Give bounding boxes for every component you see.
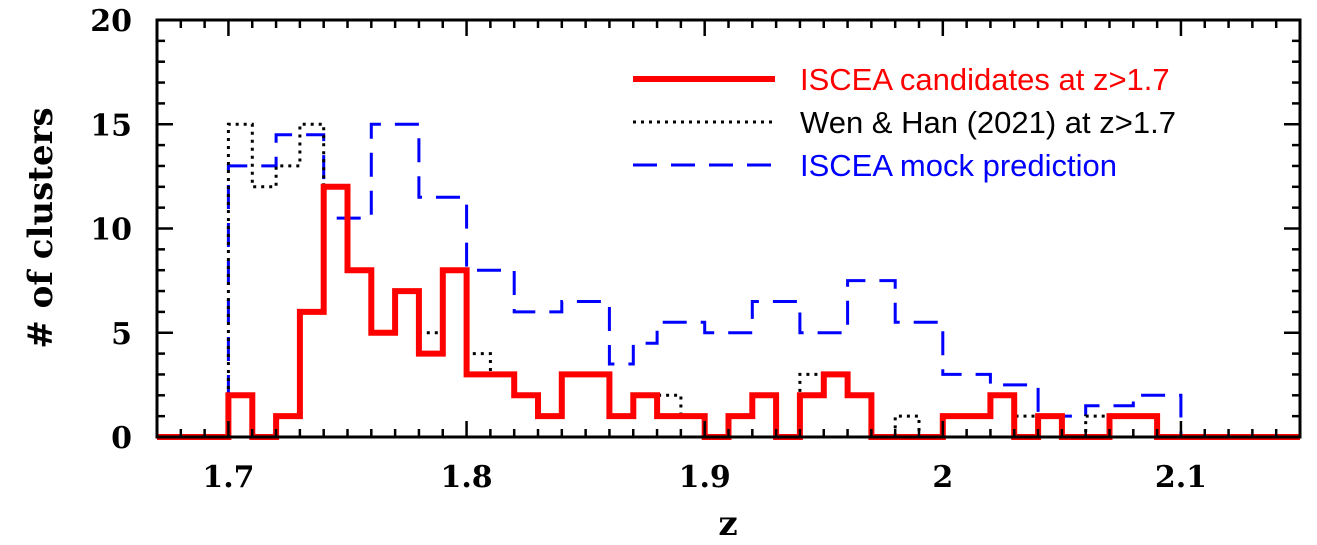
y-tick-label: 20 bbox=[90, 4, 132, 39]
x-axis-label: z bbox=[718, 504, 737, 544]
y-axis-label: # of clusters bbox=[21, 107, 61, 348]
x-tick-label: 2 bbox=[932, 460, 953, 495]
series-line-dashed bbox=[226, 122, 1183, 437]
x-tick-label: 1.9 bbox=[679, 460, 731, 495]
legend: ISCEA candidates at z>1.7 Wen & Han (2021… bbox=[633, 62, 1176, 183]
legend-label-dashed: ISCEA mock prediction bbox=[800, 148, 1117, 183]
y-tick-label: 5 bbox=[111, 317, 132, 352]
x-tick-label: 1.8 bbox=[440, 460, 492, 495]
y-tick-label: 15 bbox=[90, 108, 132, 143]
x-tick-label: 2.1 bbox=[1155, 460, 1207, 495]
series-layer bbox=[157, 122, 1300, 440]
y-tick-label: 0 bbox=[111, 421, 132, 456]
x-tick-label: 1.7 bbox=[202, 460, 254, 495]
series-line-solid bbox=[157, 183, 1300, 440]
legend-label-solid: ISCEA candidates at z>1.7 bbox=[800, 62, 1170, 97]
axis-ticks: 1.7 1.8 1.9 2 2.1 0 5 10 15 20 bbox=[90, 4, 1300, 495]
y-tick-label: 10 bbox=[90, 213, 132, 248]
legend-label-dotted: Wen & Han (2021) at z>1.7 bbox=[800, 105, 1176, 140]
